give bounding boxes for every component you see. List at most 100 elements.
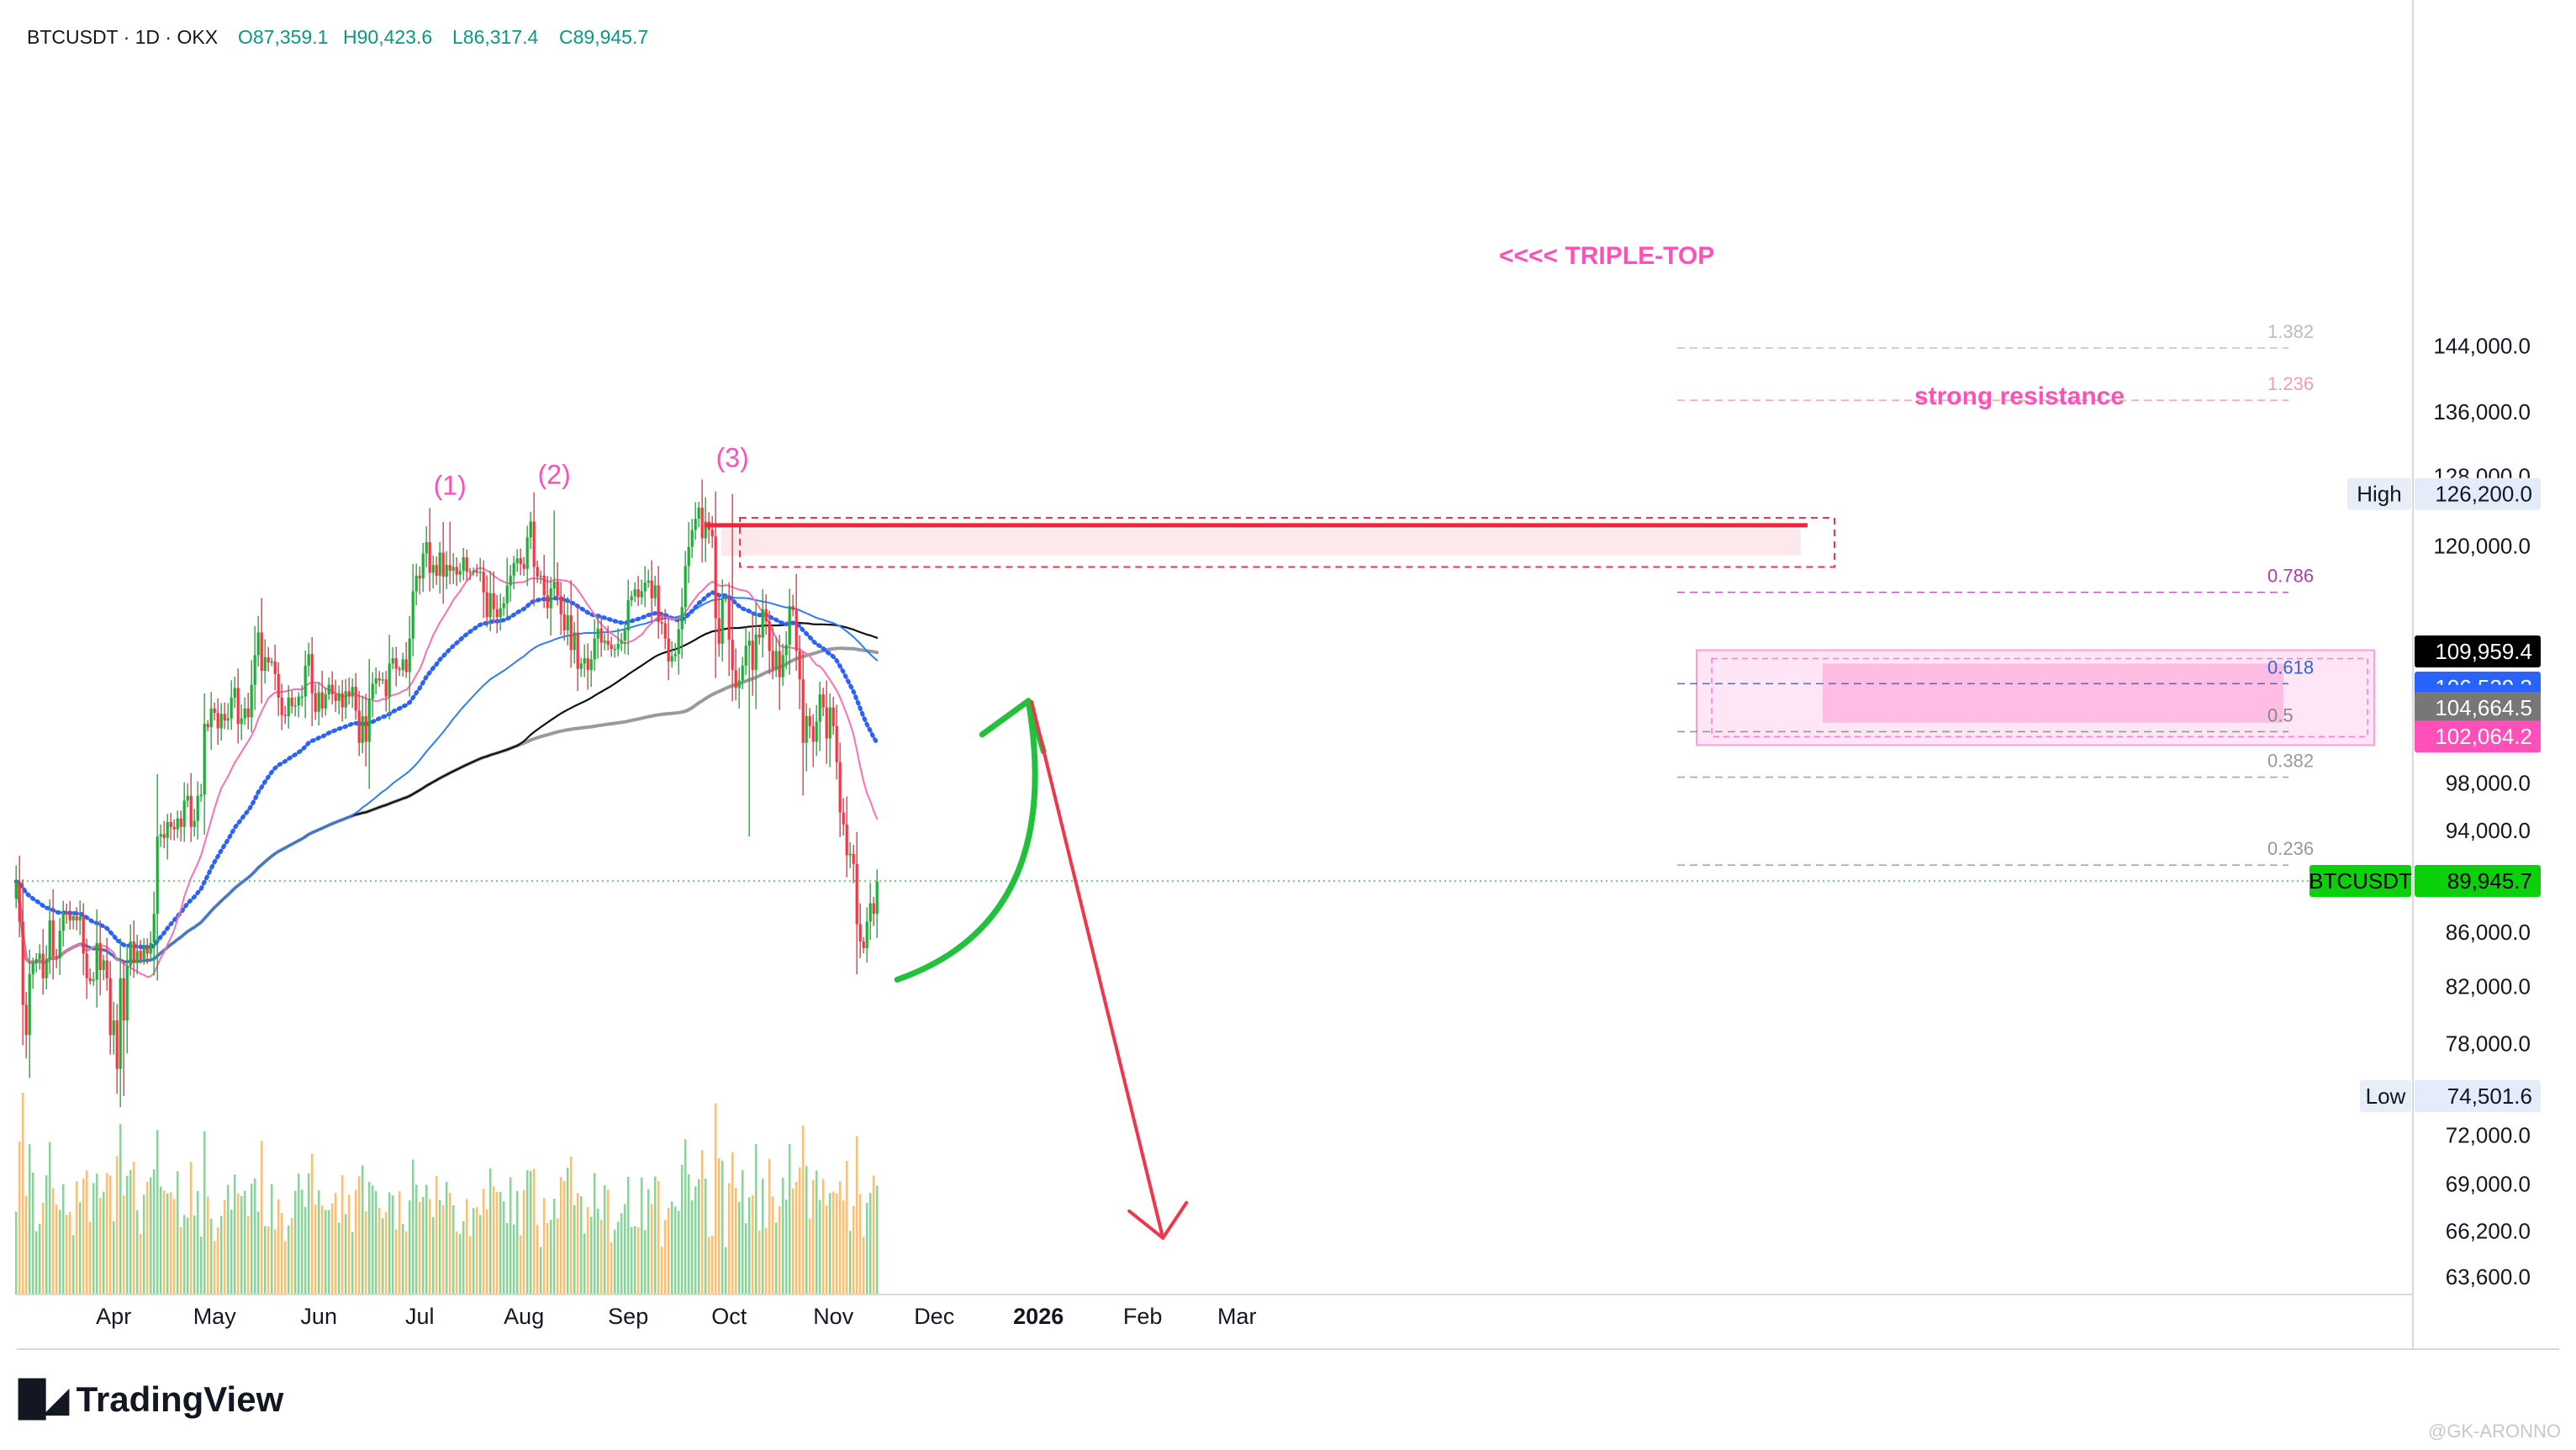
volume-bar <box>145 1181 149 1294</box>
candle-body <box>774 651 778 669</box>
volume-bar <box>398 1191 401 1294</box>
fib-level-label-1.382: 1.382 <box>2267 321 2314 342</box>
candle-body <box>176 818 179 830</box>
candle-body <box>821 694 825 708</box>
candle-body <box>650 580 653 598</box>
candle-body <box>468 572 472 573</box>
projection-down-arrowhead <box>1127 1200 1189 1240</box>
strong-resistance-inner-outline <box>1711 657 2368 738</box>
candle-body <box>697 507 700 519</box>
candle-body <box>519 558 522 565</box>
candle-body <box>51 920 55 957</box>
candle-body <box>616 643 620 649</box>
candle-body <box>102 960 105 970</box>
candle-body <box>784 645 788 656</box>
volume-bar <box>445 1181 448 1294</box>
volume-bar <box>771 1196 774 1294</box>
candle-body <box>283 714 287 717</box>
volume-bar <box>660 1247 663 1294</box>
volume-bar <box>620 1213 623 1294</box>
candle-body <box>156 836 159 914</box>
candle-body <box>21 921 24 1005</box>
volume-bar <box>865 1202 868 1294</box>
candle-body <box>401 659 404 670</box>
volume-bar <box>85 1170 88 1294</box>
candle-body <box>334 694 337 701</box>
price-axis-tick: 94,000.0 <box>2446 818 2531 843</box>
candle-body <box>731 639 734 670</box>
candle-body <box>240 718 243 725</box>
candle-body <box>357 710 361 743</box>
fib-level-label-0.382: 0.382 <box>2267 751 2314 772</box>
volume-bar <box>186 1217 189 1294</box>
volume-bar <box>112 1221 115 1294</box>
volume-bar <box>875 1185 879 1294</box>
candle-body <box>209 708 213 728</box>
resistance-band <box>721 529 1801 556</box>
volume-bar <box>670 1201 673 1294</box>
candle-body <box>330 684 334 695</box>
candle-body <box>162 834 166 838</box>
candle-body <box>499 608 502 618</box>
candle-body <box>213 708 216 714</box>
candle-body <box>478 572 482 573</box>
candle-body <box>825 707 828 739</box>
volume-bar <box>293 1190 297 1294</box>
volume-bar <box>815 1170 818 1294</box>
volume-bar <box>209 1218 213 1294</box>
candle-body <box>721 598 724 644</box>
candle-body <box>149 942 152 954</box>
volume-bar <box>14 1211 18 1294</box>
candle-body <box>717 618 721 644</box>
candle-body <box>579 663 583 669</box>
volume-bar <box>700 1150 704 1294</box>
candle-body <box>45 958 48 978</box>
candle-body <box>88 978 92 982</box>
candle-body <box>838 762 842 813</box>
candle-body <box>455 567 458 575</box>
volume-bar <box>246 1215 250 1294</box>
candle-body <box>404 659 408 672</box>
volume-bar <box>337 1222 340 1294</box>
volume-bar <box>31 1172 34 1294</box>
volume-bar <box>468 1236 472 1294</box>
candle-body <box>764 609 768 622</box>
volume-bar <box>193 1215 196 1294</box>
candle-body <box>250 684 253 718</box>
candle-body <box>596 628 599 639</box>
candle-body <box>361 715 364 743</box>
candle-body <box>704 521 707 539</box>
candle-body <box>421 553 425 579</box>
price-axis-tick: 72,000.0 <box>2446 1122 2531 1147</box>
volume-bar <box>24 1195 28 1294</box>
volume-bar <box>754 1143 757 1294</box>
volume-bar <box>569 1156 573 1294</box>
triple-top-label: <<<< TRIPLE-TOP <box>1499 242 1714 270</box>
volume-bar <box>546 1223 549 1294</box>
volume-bar <box>206 1196 209 1294</box>
price-axis-value-tag <box>2415 720 2541 753</box>
volume-bar <box>552 1199 556 1294</box>
volume-bar <box>428 1199 431 1294</box>
volume-bar <box>310 1153 314 1294</box>
volume-bar <box>156 1130 159 1294</box>
candle-body <box>425 541 428 554</box>
candle-body <box>835 725 838 762</box>
volume-bar <box>606 1189 610 1294</box>
candle-body <box>431 565 435 573</box>
ema-dotted-line <box>13 589 879 950</box>
candle-body <box>714 536 717 619</box>
volume-bar <box>556 1218 559 1294</box>
price-axis-tick: 78,000.0 <box>2446 1031 2531 1057</box>
candle-body <box>610 645 613 649</box>
candle-body <box>653 585 657 598</box>
candle-body <box>694 519 697 530</box>
candle-body <box>573 632 576 651</box>
candle-body <box>512 562 515 576</box>
volume-bar <box>593 1173 596 1294</box>
tradingview-logo[interactable]: █◢ TradingView <box>18 1379 283 1420</box>
tradingview-mark-icon: █◢ <box>18 1379 70 1420</box>
candle-body <box>314 693 317 712</box>
volume-bar <box>394 1229 398 1294</box>
